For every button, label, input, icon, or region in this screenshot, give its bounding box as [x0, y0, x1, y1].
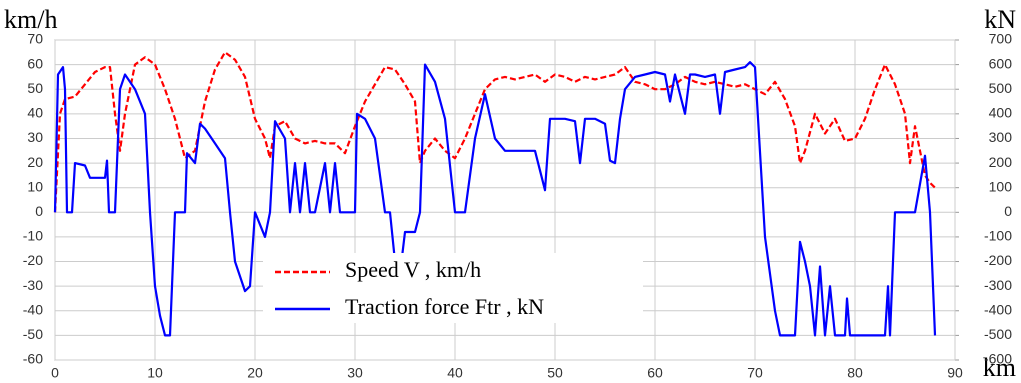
- y2-tick-label: 300: [989, 129, 1013, 145]
- y-tick-label: 30: [27, 129, 43, 145]
- y2-tick-label: 600: [989, 55, 1013, 71]
- x-tick-label: 70: [747, 365, 763, 381]
- legend-label: Traction force Ftr , kN: [345, 294, 544, 319]
- y-tick-label: -30: [23, 277, 43, 293]
- y-tick-label: -40: [23, 301, 43, 317]
- legend-box: [263, 253, 643, 323]
- y2-tick-label: -100: [984, 228, 1012, 244]
- y2-tick-label: -200: [984, 252, 1012, 268]
- x-tick-label: 20: [247, 365, 263, 381]
- y-tick-label: -10: [23, 228, 43, 244]
- series-line: [53, 51, 936, 213]
- x-tick-label: 50: [547, 365, 563, 381]
- y2-tick-label: -600: [984, 351, 1012, 367]
- y-tick-label: 20: [27, 154, 43, 170]
- y-tick-label: 10: [27, 178, 43, 194]
- y2-tick-label: 500: [989, 80, 1013, 96]
- x-tick-label: 60: [647, 365, 663, 381]
- x-axis-title: km: [983, 353, 1016, 382]
- y-tick-label: -20: [23, 252, 43, 268]
- y-tick-label: -60: [23, 351, 43, 367]
- y-tick-label: 0: [35, 203, 43, 219]
- x-tick-label: 40: [447, 365, 463, 381]
- y-tick-label: 70: [27, 31, 43, 47]
- series-line: [53, 61, 937, 337]
- x-tick-label: 10: [147, 365, 163, 381]
- y2-tick-label: 100: [989, 178, 1013, 194]
- legend-label: Speed V , km/h: [345, 257, 481, 282]
- y2-tick-label: 700: [989, 31, 1013, 47]
- y2-tick-label: -300: [984, 277, 1012, 293]
- y2-tick-label: 200: [989, 154, 1013, 170]
- y2-tick-label: -500: [984, 326, 1012, 342]
- x-tick-label: 90: [947, 365, 963, 381]
- x-tick-label: 80: [847, 365, 863, 381]
- legend: Speed V , km/h Traction force Ftr , kN: [263, 253, 643, 323]
- y2-tick-label: -400: [984, 301, 1012, 317]
- y-tick-label: 40: [27, 105, 43, 121]
- y-axis-title: km/h: [4, 5, 57, 34]
- x-tick-label: 30: [347, 365, 363, 381]
- y-tick-label: -50: [23, 326, 43, 342]
- y2-axis-title: kN: [984, 5, 1016, 34]
- y2-tick-label: 0: [1004, 203, 1012, 219]
- x-tick-label: 0: [51, 365, 59, 381]
- y-tick-label: 50: [27, 80, 43, 96]
- y2-tick-label: 400: [989, 105, 1013, 121]
- y-tick-label: 60: [27, 55, 43, 71]
